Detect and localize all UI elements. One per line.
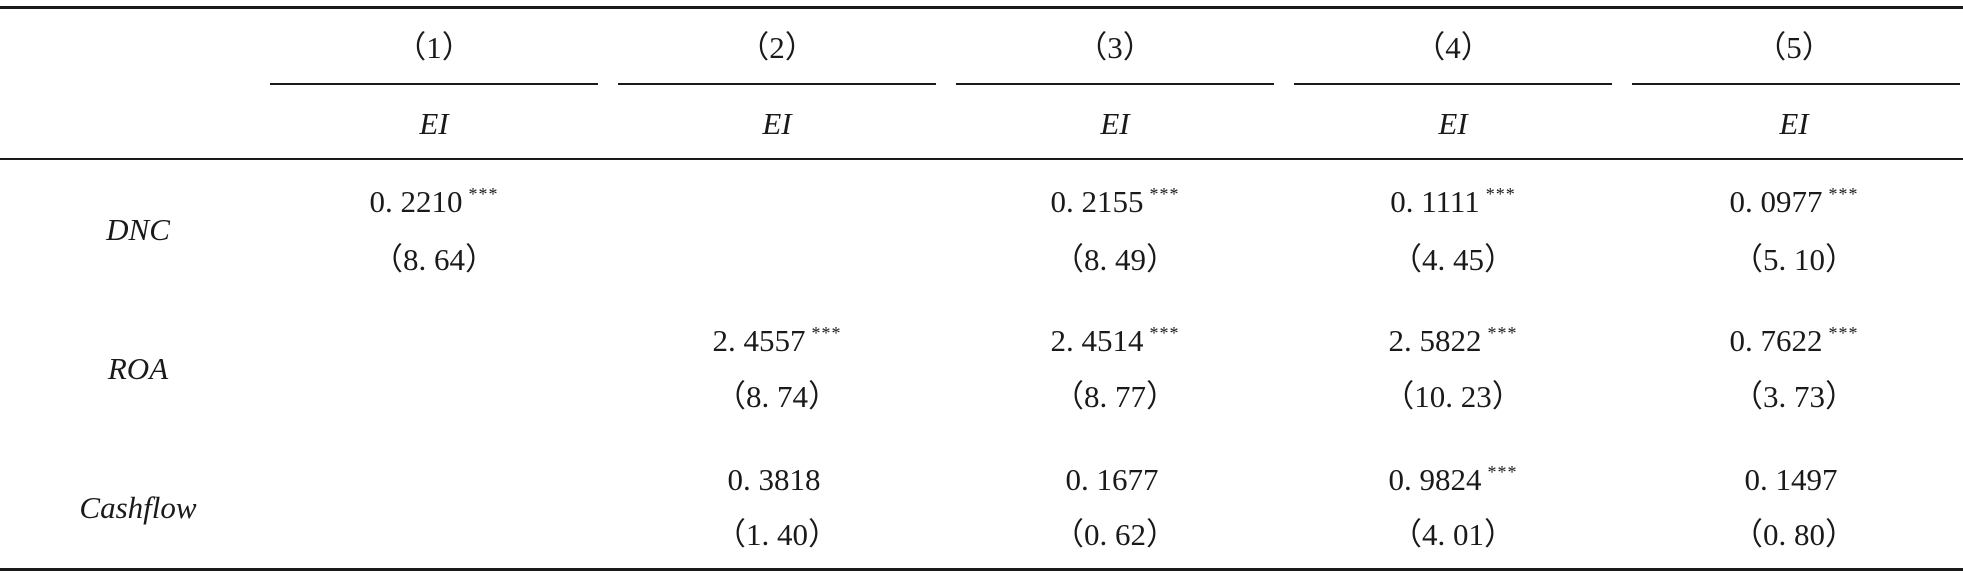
t-statistic-cell: （8. 64） — [372, 242, 496, 277]
coefficient-cell: 0. 3818 — [727, 462, 821, 497]
coefficient-cell: 0. 9824 *** — [1388, 462, 1518, 497]
column-number-5: （5） — [1755, 30, 1833, 65]
dependent-variable-5: EI — [1779, 106, 1809, 141]
row-label-cashflow: Cashflow — [79, 490, 197, 525]
dependent-variable-3: EI — [1100, 106, 1130, 141]
t-statistic-cell: （3. 73） — [1732, 379, 1856, 414]
column-3-underline — [956, 83, 1274, 85]
column-number-2: （2） — [738, 30, 816, 65]
column-4-underline — [1294, 83, 1612, 85]
coefficient-cell: 0. 7622 *** — [1729, 323, 1859, 358]
t-statistic-cell: （4. 01） — [1391, 517, 1515, 552]
top-rule — [0, 6, 1963, 9]
column-2-underline — [618, 83, 936, 85]
row-label-dnc: DNC — [106, 212, 170, 247]
t-statistic-cell: （0. 80） — [1732, 517, 1856, 552]
t-statistic-cell: （10. 23） — [1383, 379, 1523, 414]
coefficient-cell: 0. 2210 *** — [369, 184, 499, 219]
coefficient-cell: 0. 2155 *** — [1050, 184, 1180, 219]
t-statistic-cell: （1. 40） — [715, 517, 839, 552]
dependent-variable-2: EI — [762, 106, 792, 141]
t-statistic-cell: （4. 45） — [1391, 242, 1515, 277]
t-statistic-cell: （5. 10） — [1732, 242, 1856, 277]
column-5-underline — [1632, 83, 1960, 85]
coefficient-cell: 0. 1497 — [1744, 462, 1838, 497]
column-1-underline — [270, 83, 598, 85]
header-bottom-rule — [0, 158, 1963, 160]
coefficient-cell: 0. 0977 *** — [1729, 184, 1859, 219]
t-statistic-cell: （8. 77） — [1053, 379, 1177, 414]
bottom-rule — [0, 568, 1963, 571]
row-label-roa: ROA — [107, 351, 169, 386]
coefficient-cell: 2. 4514 *** — [1050, 323, 1180, 358]
t-statistic-cell: （8. 74） — [715, 379, 839, 414]
column-number-3: （3） — [1076, 30, 1154, 65]
t-statistic-cell: （8. 49） — [1053, 242, 1177, 277]
dependent-variable-1: EI — [419, 106, 449, 141]
coefficient-cell: 2. 4557 *** — [712, 323, 842, 358]
column-number-4: （4） — [1414, 30, 1492, 65]
t-statistic-cell: （0. 62） — [1053, 517, 1177, 552]
coefficient-cell: 0. 1111 *** — [1390, 184, 1516, 219]
coefficient-cell: 2. 5822 *** — [1388, 323, 1518, 358]
dependent-variable-4: EI — [1438, 106, 1468, 141]
coefficient-cell: 0. 1677 — [1065, 462, 1159, 497]
column-number-1: （1） — [395, 30, 473, 65]
